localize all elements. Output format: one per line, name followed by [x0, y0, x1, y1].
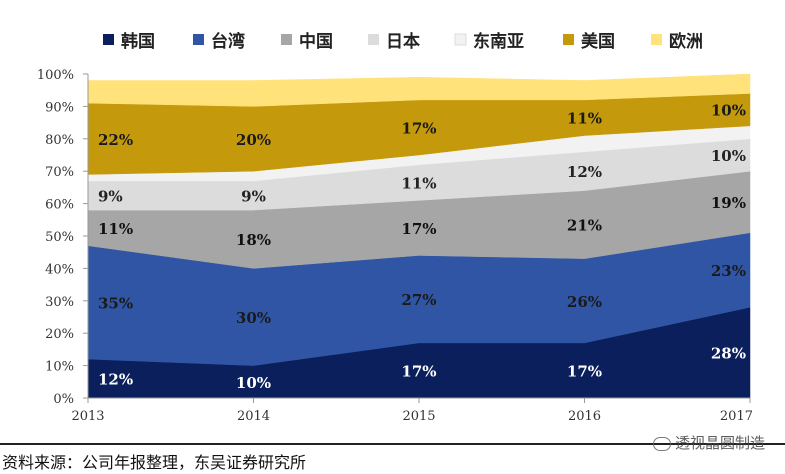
data-label: 9%	[241, 188, 266, 206]
data-label: 9%	[98, 188, 123, 206]
source-note: 资料来源：公司年报整理，东吴证券研究所	[2, 453, 307, 472]
wechat-icon	[652, 436, 671, 451]
watermark: 透视晶圆制造	[652, 432, 765, 453]
data-label: 28%	[711, 345, 746, 363]
x-tick-label: 2015	[402, 409, 435, 424]
legend-item: 欧洲	[651, 31, 703, 52]
data-label: 21%	[567, 217, 602, 235]
data-label: 11%	[98, 220, 133, 238]
legend-label: 美国	[581, 31, 615, 52]
data-label: 19%	[711, 194, 746, 212]
data-labels: 12% 10% 17% 17% 28% 35% 30% 27% 26% 23% 11% 18% 17% 2…	[98, 102, 746, 392]
x-tick-label: 2017	[720, 409, 753, 424]
y-tick-label: 40%	[45, 262, 74, 277]
legend-swatch	[563, 34, 574, 45]
legend-label: 中国	[299, 31, 333, 52]
data-label: 17%	[401, 220, 436, 238]
area-layers	[87, 73, 751, 399]
y-tick-label: 90%	[45, 100, 74, 115]
y-tick-label: 30%	[45, 295, 74, 310]
legend-item: 韩国	[103, 31, 155, 52]
legend-swatch	[193, 34, 204, 45]
data-label: 10%	[711, 147, 746, 165]
legend-swatch	[651, 34, 662, 45]
data-label: 11%	[567, 110, 602, 128]
data-label: 27%	[401, 291, 436, 309]
footer-divider	[0, 443, 785, 445]
data-label: 17%	[401, 362, 436, 380]
data-label: 11%	[401, 175, 436, 193]
x-axis: 2013 2014 2015 2016 2017	[71, 397, 753, 424]
y-tick-label: 20%	[45, 327, 74, 342]
y-tick-label: 80%	[45, 133, 74, 148]
data-label: 30%	[236, 309, 271, 327]
x-tick-label: 2013	[71, 409, 104, 424]
x-tick-label: 2014	[237, 409, 270, 424]
legend-item: 美国	[563, 31, 615, 52]
legend-label: 韩国	[121, 31, 155, 52]
legend-item: 日本	[368, 31, 420, 52]
y-axis: 0% 10% 20% 30% 40% 50% 60% 70% 80% 90% 100%	[37, 68, 89, 407]
chart-legend: 韩国 台湾 中国 日本 东南亚 美国 欧洲	[103, 31, 703, 52]
legend-label: 东南亚	[473, 31, 524, 52]
legend-item: 东南亚	[454, 31, 524, 52]
legend-swatch	[454, 33, 467, 46]
data-label: 17%	[567, 362, 602, 380]
area-欧洲	[87, 73, 751, 107]
x-tick-label: 2016	[568, 409, 601, 424]
data-label: 12%	[98, 371, 133, 389]
y-tick-label: 50%	[45, 230, 74, 245]
data-label: 18%	[236, 231, 271, 249]
data-label: 22%	[98, 131, 133, 149]
y-tick-label: 10%	[45, 360, 74, 375]
data-label: 10%	[236, 374, 271, 392]
data-label: 26%	[567, 293, 602, 311]
y-tick-label: 60%	[45, 198, 74, 213]
legend-swatch	[281, 34, 292, 45]
legend-label: 日本	[386, 31, 420, 52]
legend-label: 欧洲	[669, 31, 703, 52]
legend-swatch	[368, 34, 379, 45]
data-label: 23%	[711, 262, 746, 280]
data-label: 35%	[98, 294, 133, 312]
data-label: 12%	[567, 163, 602, 181]
data-label: 17%	[401, 119, 436, 137]
y-tick-label: 70%	[45, 165, 74, 180]
legend-label: 台湾	[211, 31, 245, 52]
legend-swatch	[103, 34, 114, 45]
data-label: 10%	[711, 102, 746, 120]
watermark-text: 透视晶圆制造	[674, 434, 765, 452]
legend-item: 中国	[281, 31, 333, 52]
legend-item: 台湾	[193, 31, 245, 52]
y-tick-label: 100%	[37, 68, 74, 83]
y-tick-label: 0%	[53, 392, 74, 407]
data-label: 20%	[236, 131, 271, 149]
